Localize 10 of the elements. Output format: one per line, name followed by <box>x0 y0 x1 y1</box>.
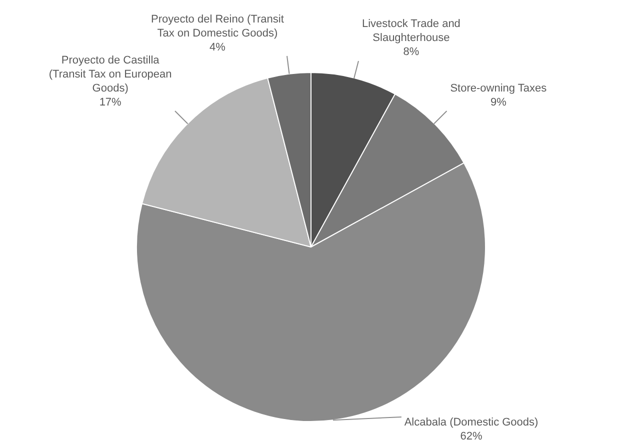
data-label: 62% <box>460 430 482 443</box>
slice-label: Alcabala (Domestic Goods) <box>404 416 538 429</box>
slice-label: Livestock Trade and Slaughterhouse <box>362 18 460 44</box>
data-label: 9% <box>490 96 507 108</box>
data-label: 8% <box>403 46 420 58</box>
slice-label: Store-owning Taxes <box>450 82 548 94</box>
data-label: 4% <box>209 42 226 54</box>
slice-label: Proyecto del Reino (Transit Tax on Domestic Goods) <box>151 14 284 40</box>
slice-label: Proyecto de Castilla (Transit Tax on European Goods) <box>48 54 172 94</box>
data-label: 17% <box>99 96 122 108</box>
